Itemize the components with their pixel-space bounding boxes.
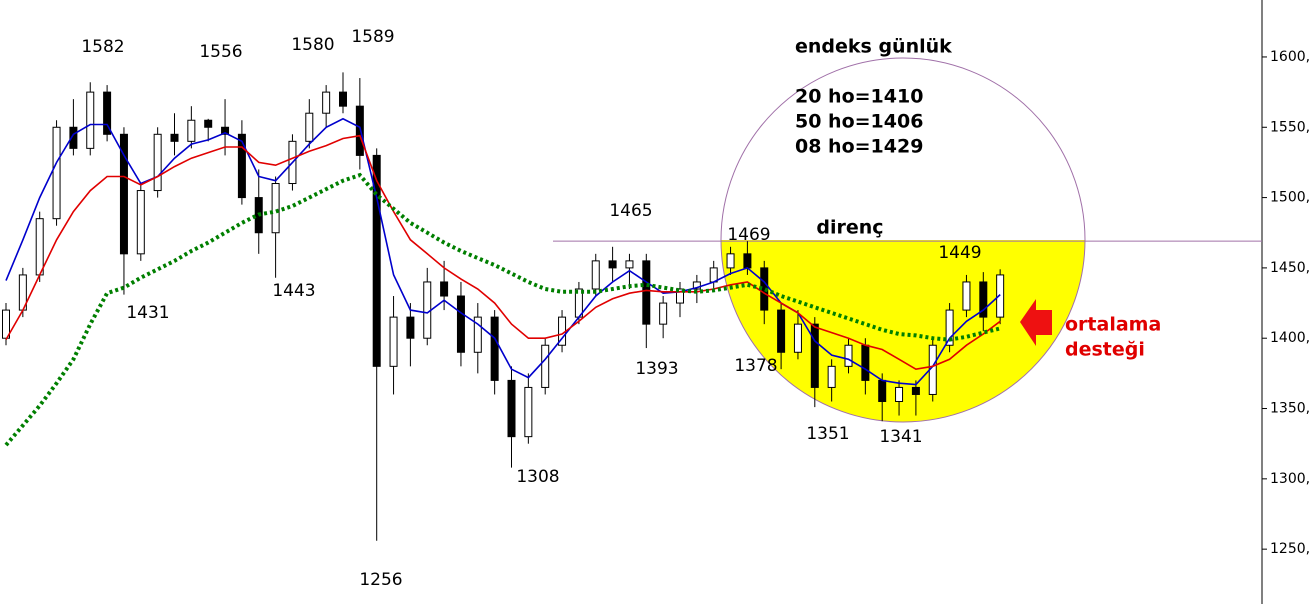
y-tick-label: 1550,	[1270, 119, 1310, 135]
candle-body	[861, 344, 870, 381]
moving-average	[4, 172, 1001, 447]
peak-label: 1351	[806, 424, 849, 444]
candle-body	[490, 316, 499, 381]
y-tick-label: 1600,	[1270, 49, 1310, 65]
peak-label: 1582	[81, 37, 124, 57]
candle-body	[659, 302, 668, 325]
candle-body	[844, 344, 853, 367]
peak-label: 1469	[727, 225, 770, 245]
peak-label: 1308	[516, 467, 559, 487]
candle-body	[355, 105, 364, 156]
candle-body	[625, 260, 634, 269]
candle-body	[709, 267, 718, 283]
highlight-circle	[720, 57, 1086, 423]
candle-body	[793, 323, 802, 353]
candle-body	[187, 119, 196, 142]
candle-body	[204, 119, 213, 128]
callout: desteği	[1065, 339, 1145, 361]
candle-body	[35, 218, 44, 276]
candle-body	[945, 309, 954, 346]
candle-body	[119, 133, 128, 255]
candle-body	[305, 112, 314, 142]
candle-body	[676, 288, 684, 304]
candle-body	[153, 133, 162, 192]
candle-body	[69, 126, 78, 149]
marks: 1250, 1300, 1350, 1400, 1450, 1500, 1550, 1600,	[2, 49, 1310, 557]
candle-body	[389, 316, 398, 367]
candle-body	[86, 91, 95, 149]
candle-body	[271, 183, 280, 234]
moving-average	[5, 117, 1001, 386]
candle-body	[996, 274, 1005, 318]
note: 08 ho=1429	[795, 136, 923, 158]
y-tick-label: 1400,	[1270, 330, 1310, 346]
candle-body	[642, 260, 651, 325]
candle-body	[726, 253, 735, 269]
peak-label: 1449	[938, 243, 981, 263]
candle-body	[743, 253, 752, 269]
peak-label: 1465	[609, 201, 652, 221]
candle-body	[322, 91, 331, 114]
candle-body	[440, 281, 449, 297]
candle-body	[372, 154, 381, 367]
peak-label: 1341	[879, 427, 922, 447]
candle-body	[136, 190, 145, 255]
candle-body	[810, 323, 819, 388]
candle-body	[962, 281, 971, 311]
note: 50 ho=1406	[795, 111, 923, 133]
peak-label: 1580	[291, 35, 334, 55]
note: endeks günlük	[795, 36, 952, 58]
candle-body	[406, 316, 415, 339]
candle-body	[911, 386, 920, 395]
candle-body	[591, 260, 600, 290]
candle-body	[692, 281, 701, 290]
candle-body	[878, 379, 887, 402]
resistance-label: direnç	[816, 217, 883, 239]
peak-label: 1443	[272, 281, 315, 301]
candle-body	[237, 133, 246, 199]
peak-label: 1393	[635, 359, 678, 379]
candle-body	[507, 379, 516, 438]
peak-label: 1589	[351, 27, 394, 47]
candle-body	[608, 260, 617, 269]
candle-body	[170, 133, 179, 142]
candle-body	[221, 126, 230, 135]
candle-body	[524, 386, 533, 438]
candle-body	[979, 281, 988, 318]
peak-label: 1556	[199, 42, 242, 62]
candle-body	[895, 386, 904, 402]
candle-body	[339, 91, 347, 107]
callout: ortalama	[1065, 314, 1161, 336]
y-tick-label: 1450,	[1270, 260, 1310, 276]
candle-body	[52, 126, 61, 220]
peak-label: 1431	[126, 303, 169, 323]
y-tick-label: 1300,	[1270, 471, 1310, 487]
y-tick-label: 1500,	[1270, 190, 1310, 206]
candle-body	[473, 316, 482, 353]
candle-body	[103, 91, 112, 135]
peak-label: 1378	[734, 356, 777, 376]
y-tick-label: 1350,	[1270, 401, 1310, 417]
candle-body	[827, 365, 836, 388]
candle-body	[541, 344, 550, 388]
y-tick-label: 1250,	[1270, 541, 1310, 557]
peak-label: 1256	[359, 570, 402, 590]
moving-average	[5, 134, 1001, 371]
note: 20 ho=1410	[795, 86, 923, 108]
candle-body	[777, 309, 786, 353]
arrow	[1020, 299, 1052, 346]
candle-body	[456, 295, 465, 353]
